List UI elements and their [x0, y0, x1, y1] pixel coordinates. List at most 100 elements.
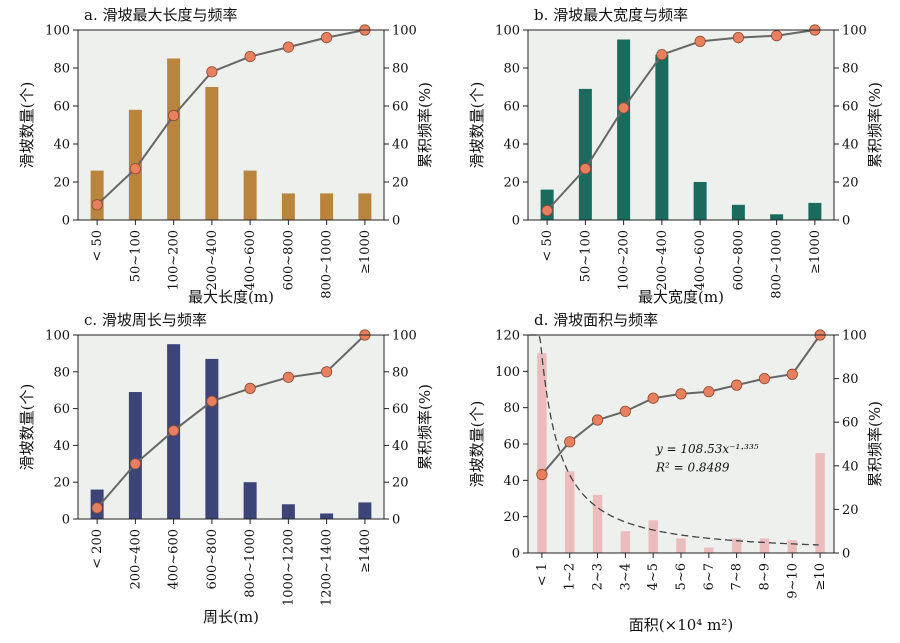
- plot-frame: [77, 334, 385, 520]
- x-tick-label: 800~1000: [770, 230, 785, 299]
- bar: [537, 353, 547, 553]
- y-axis-label: 滑坡数量(个): [18, 82, 36, 169]
- cumulative-point: [694, 35, 706, 48]
- cumulative-point: [656, 49, 668, 61]
- y2-tick-label: 20: [392, 476, 409, 491]
- y2-tick-label: 60: [392, 100, 409, 115]
- y-tick-label: 0: [62, 513, 70, 528]
- cumulative-point: [618, 102, 630, 114]
- chart-title: a. 滑坡最大长度与频率: [84, 6, 237, 24]
- cumulative-line: [96, 334, 366, 509]
- bar: [704, 547, 714, 553]
- plot-frame: [77, 29, 385, 221]
- y-axis-label: 滑坡数量(个): [468, 401, 486, 488]
- y-tick-label: 100: [495, 24, 520, 39]
- y-tick-label: 0: [62, 214, 70, 229]
- bar: [320, 193, 334, 220]
- bar: [90, 170, 104, 220]
- y-tick-label: 40: [53, 439, 70, 454]
- y2-tick-label: 0: [842, 214, 850, 229]
- x-tick-label: 9~10: [785, 563, 800, 599]
- y2-tick-label: 60: [842, 100, 859, 115]
- y2-tick-label: 100: [842, 24, 867, 39]
- x-tick-label: 50~100: [128, 230, 143, 282]
- y2-tick-label: 20: [842, 503, 859, 518]
- cumulative-point: [244, 382, 256, 394]
- y2-tick-label: 40: [392, 439, 409, 454]
- y-tick-label: 60: [53, 402, 70, 417]
- y-tick-label: 40: [503, 474, 520, 489]
- x-tick-label: 3~4: [618, 563, 633, 590]
- y2-tick-label: 0: [392, 214, 400, 229]
- y-tick-label: 20: [53, 176, 70, 191]
- cumulative-point: [619, 405, 631, 417]
- y-tick-label: 20: [503, 510, 520, 525]
- y2-tick-label: 40: [842, 459, 859, 474]
- x-axis-label: 面积(×10⁴ m²): [629, 616, 733, 634]
- bar: [358, 502, 372, 519]
- bar: [731, 204, 745, 220]
- bar: [128, 392, 142, 519]
- x-tick-label: 200~400: [205, 230, 220, 291]
- x-tick-label: 50~100: [578, 230, 593, 282]
- bar: [578, 88, 592, 221]
- x-tick-label: < 200: [90, 529, 105, 569]
- y-tick-label: 120: [495, 329, 520, 344]
- bar: [243, 482, 257, 519]
- bar: [815, 453, 825, 553]
- cumulative-point: [758, 372, 771, 385]
- y2-tick-label: 100: [842, 329, 867, 344]
- x-tick-label: ≥1000: [358, 230, 373, 274]
- fit-r2: R² = 0.8489: [655, 460, 730, 474]
- y2-tick-label: 20: [842, 176, 859, 191]
- x-tick-label: 7~8: [730, 563, 745, 590]
- y-tick-label: 80: [503, 401, 520, 416]
- x-axis-label: 最大长度(m): [188, 288, 274, 306]
- plot-background: [528, 30, 834, 220]
- x-tick-label: 800~1000: [243, 529, 258, 598]
- x-tick-label: 800~1000: [320, 230, 335, 299]
- bar: [676, 538, 686, 553]
- y-tick-label: 80: [53, 365, 70, 380]
- bar: [320, 513, 334, 519]
- cumulative-point: [536, 468, 548, 481]
- plot-frame: [527, 29, 835, 221]
- cumulative-point: [321, 366, 333, 378]
- y-tick-label: 60: [53, 100, 70, 115]
- cumulative-point: [91, 199, 103, 211]
- cumulative-point: [91, 502, 103, 514]
- y2-tick-label: 80: [842, 372, 859, 387]
- x-tick-label: 4~5: [646, 563, 661, 590]
- x-tick-label: 1000~1200: [281, 529, 296, 606]
- cumulative-line: [96, 29, 366, 206]
- y-tick-label: 100: [45, 329, 70, 344]
- x-tick-label: ≥10: [813, 563, 828, 590]
- bar: [281, 504, 295, 519]
- y2-tick-label: 60: [392, 402, 409, 417]
- x-tick-label: 100~200: [167, 230, 182, 291]
- y-tick-label: 80: [53, 62, 70, 77]
- cumulative-point: [771, 30, 783, 42]
- bar: [167, 58, 181, 220]
- cumulative-point: [731, 379, 743, 391]
- x-tick-label: 400~600: [167, 529, 182, 590]
- x-tick-label: ≥1400: [358, 529, 373, 573]
- chart-panel-4: y = 108.53x⁻¹·³³⁵ R² = 0.8489 0 20 40 60 80 100…: [468, 311, 884, 634]
- cumulative-point: [282, 41, 294, 53]
- fit-curve: [529, 334, 819, 546]
- chart-title: c. 滑坡周长与频率: [84, 311, 207, 329]
- y-tick-label: 40: [53, 138, 70, 153]
- y-tick-label: 100: [495, 365, 520, 380]
- x-axis-label: 最大宽度(m): [638, 288, 724, 306]
- bar: [731, 538, 742, 553]
- bar: [648, 520, 658, 553]
- bar: [620, 531, 631, 553]
- plot-background: [78, 30, 384, 220]
- y-tick-label: 80: [503, 62, 520, 77]
- y2-axis-label: 累积频率(%): [866, 401, 884, 487]
- x-tick-label: 600~800: [281, 230, 296, 291]
- bar: [358, 193, 372, 220]
- bar: [808, 202, 822, 220]
